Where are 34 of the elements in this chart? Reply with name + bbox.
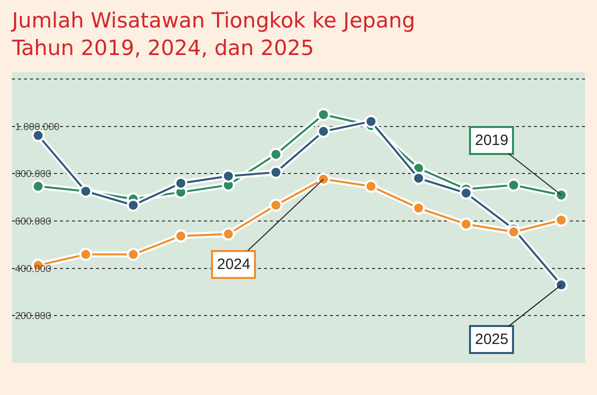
text: 2025 — [475, 331, 508, 348]
point — [222, 170, 235, 183]
y-tick-label: 600.000 — [15, 216, 52, 228]
point — [316, 172, 330, 186]
point — [316, 124, 330, 138]
text: 2019 — [475, 132, 508, 149]
point — [554, 278, 568, 292]
point — [507, 178, 520, 192]
y-tick-label: 1.000.000 — [15, 122, 60, 133]
point — [222, 228, 235, 241]
point — [412, 202, 426, 215]
y-tick-label: 800.000 — [15, 169, 52, 180]
point — [126, 198, 140, 212]
point — [174, 229, 188, 242]
point — [32, 180, 45, 193]
series-label: 2024 — [217, 256, 250, 273]
point — [364, 114, 378, 128]
point — [460, 218, 473, 231]
point — [79, 248, 92, 261]
point — [316, 108, 330, 122]
point — [174, 176, 188, 190]
chart-title: Jumlah Wisatawan Tiongkok ke Jepang Tahun 2019, 2024, dan 2025 — [10, 8, 416, 60]
y-tick-label: 200.000 — [15, 311, 52, 322]
y-tick-label: 400.000 — [15, 264, 52, 275]
point — [507, 225, 520, 238]
point — [269, 166, 282, 179]
point — [554, 188, 568, 202]
point — [364, 180, 378, 193]
point — [269, 198, 282, 212]
point — [412, 172, 426, 185]
point — [460, 186, 473, 200]
point — [269, 148, 282, 161]
point — [554, 214, 568, 227]
point — [126, 248, 140, 261]
